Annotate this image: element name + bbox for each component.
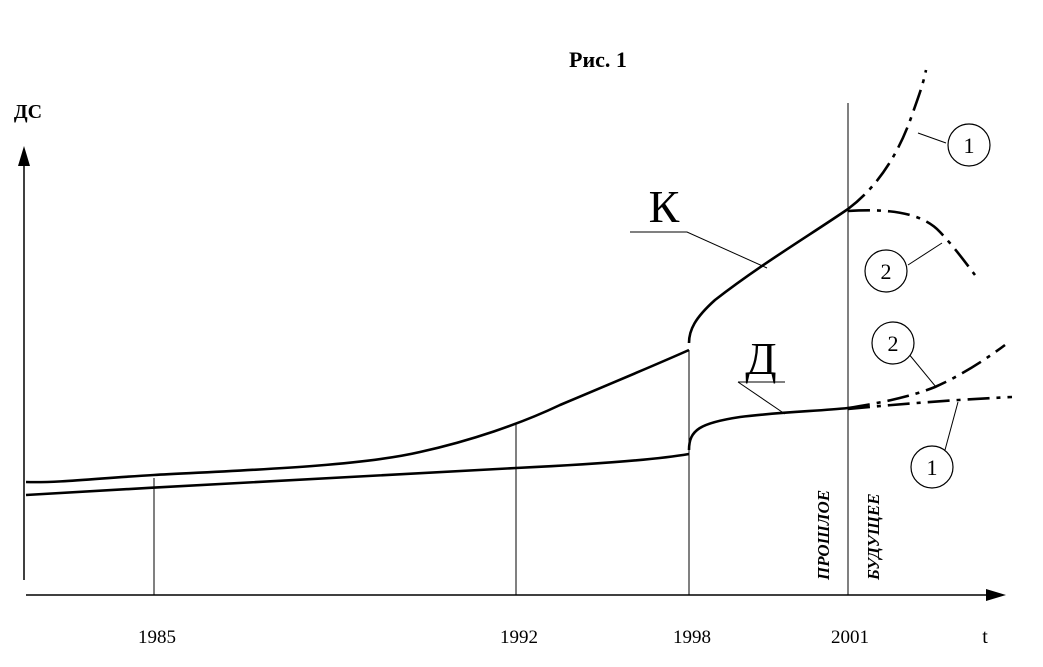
curve-d [25, 406, 849, 497]
scenario-marker-k2: 2 [864, 249, 908, 293]
period-label-future: БУДУЩЕЕ [864, 493, 883, 581]
y-axis-label: ДС [14, 101, 42, 123]
curve-d-label: Д [745, 333, 776, 384]
x-tick-label: 1985 [138, 627, 176, 648]
marker-number: 1 [927, 455, 938, 480]
curve-d-past-segment-2 [687, 406, 849, 451]
curve-k-past-segment-2 [687, 207, 849, 344]
scenario-k-2-curve [847, 209, 977, 276]
curve-d-past-segment-1 [25, 452, 690, 497]
x-axis-arrow-icon [986, 589, 1006, 601]
leader-k2 [907, 242, 943, 266]
curve-k-label: К [649, 181, 680, 232]
scenario-marker-k1: 1 [947, 123, 991, 167]
marker-circle [871, 321, 915, 365]
future-scenarios [847, 69, 1013, 411]
y-axis-arrow-icon [18, 146, 30, 166]
leader-d [737, 381, 786, 415]
leader-d2 [907, 352, 937, 388]
x-tick-label: 2001 [831, 627, 869, 648]
curve-k [25, 207, 849, 484]
scenario-k-1-curve [847, 69, 928, 211]
year-gridlines [153, 103, 849, 595]
marker-circle [864, 249, 908, 293]
figure-title: Рис. 1 [569, 47, 627, 72]
marker-number: 2 [888, 331, 899, 356]
marker-circle [947, 123, 991, 167]
leader-d1 [944, 401, 959, 451]
curve-k-past-segment-1 [25, 348, 690, 484]
scenario-d-1-curve [847, 395, 1013, 411]
leader-k1 [917, 132, 947, 144]
x-tick-label: 1992 [500, 627, 538, 648]
marker-number: 2 [881, 259, 892, 284]
scenario-marker-d1: 1 [910, 445, 954, 489]
marker-number: 1 [964, 133, 975, 158]
scenario-d-2-curve [847, 343, 1006, 410]
x-axis-label: t [982, 626, 988, 648]
label-leaders [630, 231, 786, 415]
leader-k [630, 231, 768, 269]
axes [18, 146, 1006, 601]
period-label-past: ПРОШЛОЕ [814, 490, 833, 581]
x-tick-label: 1998 [673, 627, 711, 648]
scenario-marker-d2: 2 [871, 321, 915, 365]
marker-leaders [907, 132, 959, 451]
marker-circle [910, 445, 954, 489]
